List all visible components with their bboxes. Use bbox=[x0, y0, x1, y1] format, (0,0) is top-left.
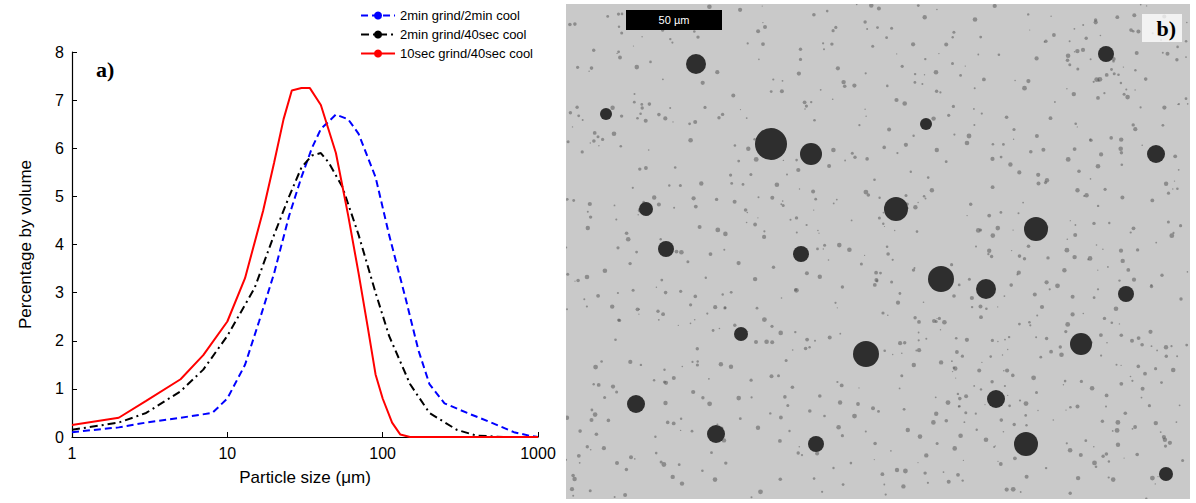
svg-text:50 µm: 50 µm bbox=[659, 14, 690, 26]
svg-text:5: 5 bbox=[55, 188, 64, 205]
svg-text:a): a) bbox=[96, 57, 114, 82]
svg-text:100: 100 bbox=[369, 445, 396, 462]
svg-text:10: 10 bbox=[218, 445, 236, 462]
svg-text:0: 0 bbox=[55, 429, 64, 446]
svg-text:2min grind/2min cool: 2min grind/2min cool bbox=[400, 8, 520, 23]
svg-text:8: 8 bbox=[55, 44, 64, 61]
svg-text:4: 4 bbox=[55, 236, 64, 253]
svg-text:1: 1 bbox=[55, 380, 64, 397]
svg-text:b): b) bbox=[1156, 16, 1176, 41]
svg-text:Percentage by volume: Percentage by volume bbox=[16, 160, 35, 329]
svg-text:2: 2 bbox=[55, 332, 64, 349]
svg-text:10sec grind/40sec cool: 10sec grind/40sec cool bbox=[400, 46, 533, 61]
svg-text:7: 7 bbox=[55, 92, 64, 109]
svg-text:2min grind/40sec cool: 2min grind/40sec cool bbox=[400, 27, 527, 42]
svg-text:6: 6 bbox=[55, 140, 64, 157]
svg-text:1000: 1000 bbox=[520, 445, 556, 462]
svg-text:1: 1 bbox=[68, 445, 77, 462]
svg-text:Particle size (μm): Particle size (μm) bbox=[239, 468, 371, 487]
svg-text:3: 3 bbox=[55, 284, 64, 301]
